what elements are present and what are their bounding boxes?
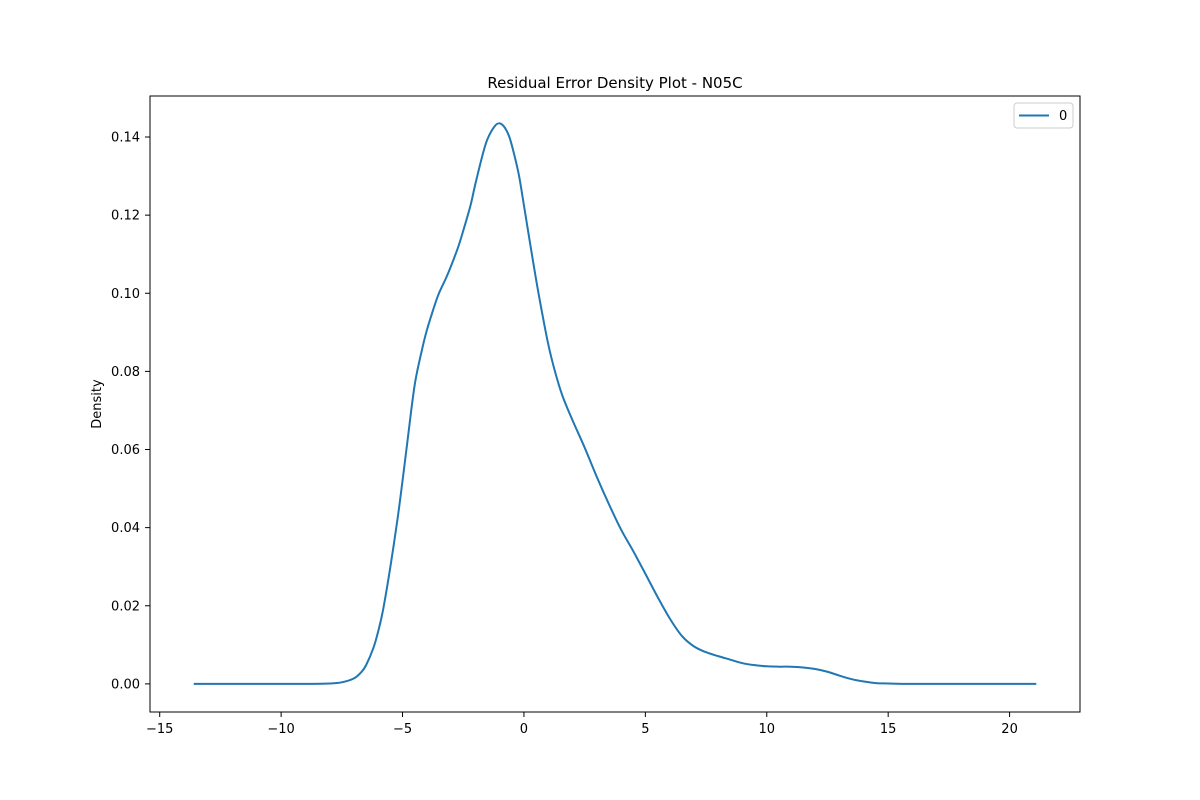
x-axis: −15 −10 −5 0 5 10 15 20 [146, 712, 1018, 737]
y-tick-label: 0.14 [111, 131, 140, 146]
chart-title: Residual Error Density Plot - N05C [487, 74, 742, 92]
x-tick-label: 5 [641, 722, 649, 737]
plot-frame [149, 95, 1081, 713]
y-axis: 0.00 0.02 0.04 0.06 0.08 0.10 0.12 0.14 [111, 131, 150, 692]
x-tick-label: 20 [1001, 722, 1018, 737]
x-tick-label: −15 [146, 722, 173, 737]
series-layer [193, 122, 1037, 685]
y-tick-label: 0.04 [111, 521, 140, 536]
legend-label: 0 [1059, 109, 1067, 124]
x-tick-label: 10 [758, 722, 775, 737]
y-tick-label: 0.06 [111, 443, 140, 458]
x-tick-label: 0 [520, 722, 528, 737]
series-line-0 [193, 122, 1037, 685]
legend: 0 [1013, 102, 1074, 129]
y-tick-label: 0.08 [111, 365, 140, 380]
x-tick-label: −10 [267, 722, 294, 737]
y-tick-label: 0.00 [111, 677, 140, 692]
y-axis-label: Density [90, 379, 105, 429]
y-tick-label: 0.10 [111, 287, 140, 302]
x-tick-label: −5 [393, 722, 412, 737]
y-tick-label: 0.12 [111, 209, 140, 224]
x-tick-label: 15 [880, 722, 897, 737]
y-tick-label: 0.02 [111, 599, 140, 614]
